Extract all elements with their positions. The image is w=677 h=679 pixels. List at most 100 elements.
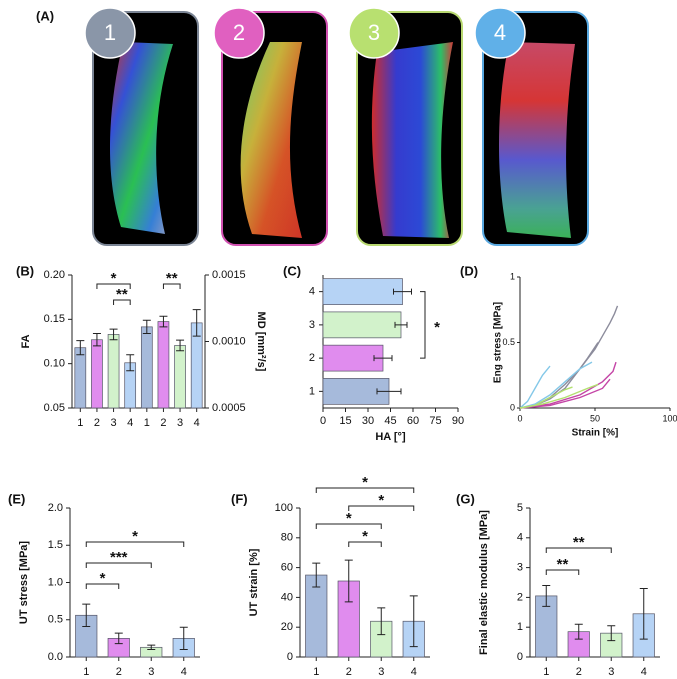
y-tick-label: 2.0 xyxy=(48,502,63,514)
error-bar xyxy=(373,355,393,362)
badge-label: 3 xyxy=(368,20,380,45)
panel-label: (G) xyxy=(456,491,475,506)
significance-bracket xyxy=(85,541,185,547)
y-tick-label: 0.20 xyxy=(44,269,65,281)
significance-bracket xyxy=(545,569,580,575)
y-tick-label: 4 xyxy=(309,286,315,298)
y-tick-label: 0.15 xyxy=(44,313,65,325)
x-tick-label: 3 xyxy=(177,417,183,429)
y-tick-label: 0.10 xyxy=(44,358,65,370)
y-tick-label: 100 xyxy=(275,502,293,514)
y-tick-label: 2 xyxy=(517,591,523,603)
error-bar xyxy=(639,587,648,640)
x-tick-label: 1 xyxy=(313,666,319,678)
bar xyxy=(140,326,153,409)
x-tick-label: 4 xyxy=(641,666,647,678)
y-tick-label: 0.05 xyxy=(44,402,65,414)
x-tick-label: 4 xyxy=(411,666,417,678)
y-tick-label: 3 xyxy=(517,562,523,574)
y-tick-label: 0 xyxy=(510,402,515,412)
error-bar xyxy=(92,333,101,347)
significance-label: * xyxy=(362,528,368,545)
stress-strain-curve xyxy=(519,361,593,409)
y-tick-label: 40 xyxy=(281,591,293,603)
stress-strain-curve xyxy=(519,383,599,409)
y-tick-label: 2 xyxy=(309,352,315,364)
x-tick-label: 1 xyxy=(77,417,83,429)
significance-label: * xyxy=(346,510,352,527)
significance-label: * xyxy=(378,492,384,509)
y-axis-title: FA xyxy=(20,334,32,348)
y-axis-title: Eng stress [MPa] xyxy=(493,302,504,383)
y-tick-label: 4 xyxy=(517,532,523,544)
significance-label: * xyxy=(111,270,117,287)
y-axis-title: UT stress [MPa] xyxy=(18,541,30,624)
significance-label: ** xyxy=(573,534,585,551)
x-tick-label: 45 xyxy=(384,415,396,427)
y-tick-label: 20 xyxy=(281,621,293,633)
y-tick-label: 80 xyxy=(281,532,293,544)
significance-label: * xyxy=(362,474,368,491)
x-tick-label: 100 xyxy=(662,413,677,423)
error-bar xyxy=(192,309,201,337)
bar xyxy=(74,347,87,409)
error-bar xyxy=(114,632,123,645)
y-tick-label: 0.5 xyxy=(48,614,63,626)
error-bar xyxy=(147,644,156,651)
error-bar xyxy=(607,625,616,642)
image-panel xyxy=(92,11,199,246)
error-bar xyxy=(76,340,85,356)
x-tick-label: 4 xyxy=(181,666,187,678)
significance-label: ** xyxy=(116,286,128,303)
stress-strain-curve xyxy=(519,365,551,409)
x-tick-label: 75 xyxy=(429,415,441,427)
error-bar xyxy=(179,626,188,651)
badge-label: 1 xyxy=(104,20,116,45)
y-tick-label: 60 xyxy=(281,562,293,574)
significance-bracket xyxy=(348,505,415,511)
error-bar xyxy=(176,339,185,352)
panel-label: (B) xyxy=(16,263,34,278)
x-tick-label: 0 xyxy=(320,415,326,427)
y-tick-label: 5 xyxy=(517,502,523,514)
y-tick-label: 1 xyxy=(309,385,315,397)
y-tick-label: 0.5 xyxy=(502,337,515,347)
x-tick-label: 3 xyxy=(111,417,117,429)
significance-label: ** xyxy=(166,270,178,287)
y2-tick-label: 0.0010 xyxy=(212,335,246,347)
significance-label: * xyxy=(132,528,138,545)
x-tick-label: 15 xyxy=(339,415,351,427)
significance-bracket xyxy=(162,283,181,289)
x-axis-title: Strain [%] xyxy=(572,428,619,439)
x-tick-label: 50 xyxy=(590,413,600,423)
y-tick-label: 0.0 xyxy=(48,651,63,663)
stress-strain-curve xyxy=(519,361,617,409)
x-tick-label: 90 xyxy=(452,415,464,427)
image-panel xyxy=(356,11,463,246)
image-panel xyxy=(482,11,589,246)
y-axis-title: UT strain [%] xyxy=(248,548,260,616)
tissue-render xyxy=(371,42,453,238)
x-tick-label: 2 xyxy=(346,666,352,678)
y-tick-label: 1.5 xyxy=(48,539,63,551)
x-tick-label: 3 xyxy=(608,666,614,678)
tissue-render xyxy=(240,42,302,238)
x-axis-title: HA [°] xyxy=(375,431,406,443)
error-bar xyxy=(574,623,583,640)
y-tick-label: 1.0 xyxy=(48,576,63,588)
x-tick-label: 3 xyxy=(378,666,384,678)
badge xyxy=(474,7,526,59)
x-tick-label: 0 xyxy=(517,413,522,423)
badge xyxy=(348,7,400,59)
bar xyxy=(107,334,120,409)
y-tick-label: 3 xyxy=(309,319,315,331)
error-bar xyxy=(376,388,402,395)
x-tick-label: 1 xyxy=(144,417,150,429)
x-tick-label: 1 xyxy=(543,666,549,678)
bar xyxy=(322,278,403,305)
panel-label: (A) xyxy=(36,8,54,23)
error-bar xyxy=(82,603,91,627)
significance-label: *** xyxy=(110,549,128,566)
bar xyxy=(157,321,170,409)
